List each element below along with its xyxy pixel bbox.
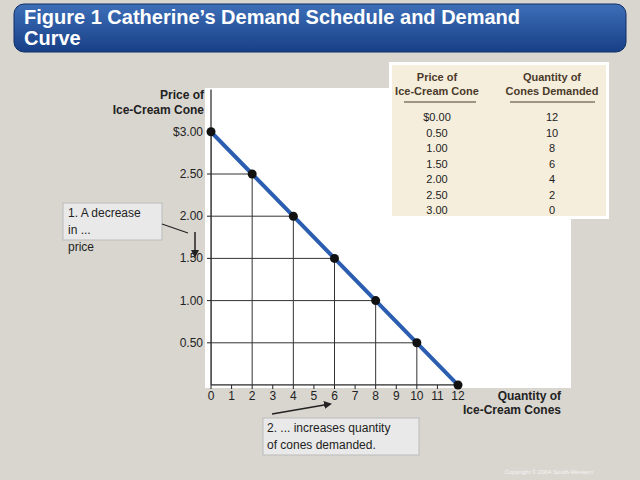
x-tick-label: 3 [269, 389, 276, 403]
table-cell: 12 [546, 111, 558, 123]
point [248, 170, 257, 179]
table-cell: 3.00 [426, 204, 447, 216]
title-line: Figure 1 Catherine’s Demand Schedule and… [24, 6, 520, 28]
title: Figure 1 Catherine’s Demand Schedule and… [24, 6, 520, 49]
x-tick-label: 5 [311, 389, 318, 403]
title-line: Curve [24, 27, 81, 49]
y-axis-label: Ice-Cream Cone [113, 103, 205, 117]
drop-line [211, 342, 417, 343]
table-frame [389, 62, 609, 219]
table-cell: 6 [549, 158, 555, 170]
header-rule [510, 102, 595, 103]
annotation-text: of cones demanded. [267, 438, 376, 452]
point [207, 127, 216, 136]
table-cell: 1.00 [426, 142, 447, 154]
title-bar [14, 4, 626, 52]
y-tick-label: 1.50 [180, 251, 204, 265]
table-cell: 2.00 [426, 173, 447, 185]
y-tick-label: 2.00 [180, 209, 204, 223]
table-header: Price of [417, 71, 458, 83]
drop-line [211, 216, 293, 217]
x-tick-label: 10 [410, 389, 424, 403]
drop-line [252, 174, 253, 385]
annotation-text: in ... [68, 223, 91, 237]
table-header: Quantity of [523, 71, 581, 83]
annotation-box [263, 418, 419, 455]
y-tick [207, 258, 211, 259]
x-tick-label: 1 [228, 389, 235, 403]
drop-line [211, 300, 376, 301]
y-tick [207, 216, 211, 217]
x-tick-label: 7 [352, 389, 359, 403]
drop-line [211, 174, 252, 175]
point [330, 254, 339, 263]
table-header: Cones Demanded [506, 85, 599, 97]
table-cell: 8 [549, 142, 555, 154]
table-background [392, 65, 606, 216]
x-tick-label: 4 [290, 389, 297, 403]
table-cell: 1.50 [426, 158, 447, 170]
drop-line [416, 343, 417, 385]
drop-line [334, 258, 335, 385]
page: {"chart_data": {"type": "line", "title":… [0, 0, 640, 480]
point [371, 296, 380, 305]
table-cell: $0.00 [423, 111, 451, 123]
annotation-text: price [68, 240, 94, 254]
annotation-box [63, 203, 162, 240]
x-axis-label: Quantity of [498, 389, 562, 403]
table-cell: 10 [546, 127, 558, 139]
table-cell: 2.50 [426, 189, 447, 201]
y-tick-label: 2.50 [180, 167, 204, 181]
y-axis-label: Price of [160, 88, 205, 102]
table-cell: 2 [549, 189, 555, 201]
chart: Figure 1 Catherine’s Demand Schedule and… [0, 0, 640, 480]
y-tick-label: 0.50 [180, 336, 204, 350]
background [0, 0, 640, 480]
x-tick-label: 0 [208, 389, 215, 403]
y-tick [207, 300, 211, 301]
x-tick-label: 11 [431, 389, 444, 403]
x-axis-label: Ice-Cream Cones [463, 403, 561, 417]
y-tick [207, 342, 211, 343]
y-tick-label: $3.00 [173, 125, 203, 139]
point [412, 338, 421, 347]
table-cell: 0.50 [426, 127, 447, 139]
annotation-arrow [272, 404, 330, 414]
table-cell: 4 [549, 173, 555, 185]
x-tick-label: 6 [331, 389, 338, 403]
x-tick-label: 8 [372, 389, 379, 403]
annotation-text: 1. A decrease [68, 206, 141, 220]
annotation-text: 2. ... increases quantity [267, 421, 390, 435]
drop-line [211, 385, 458, 386]
x-tick-label: 9 [393, 389, 400, 403]
point [289, 212, 298, 221]
annotation-arrow [194, 232, 196, 256]
point [454, 381, 463, 390]
drop-line [211, 258, 335, 259]
copyright: Copyright © 2004 South-Western [505, 469, 593, 475]
table-cell: 0 [549, 204, 555, 216]
y-tick-label: 1.00 [180, 294, 204, 308]
table-header: Ice-Cream Cone [395, 85, 479, 97]
x-tick-label: 12 [451, 389, 465, 403]
annotation-leader [162, 224, 188, 233]
x-tick-label: 2 [249, 389, 256, 403]
y-tick [207, 174, 211, 175]
header-rule [404, 102, 476, 103]
